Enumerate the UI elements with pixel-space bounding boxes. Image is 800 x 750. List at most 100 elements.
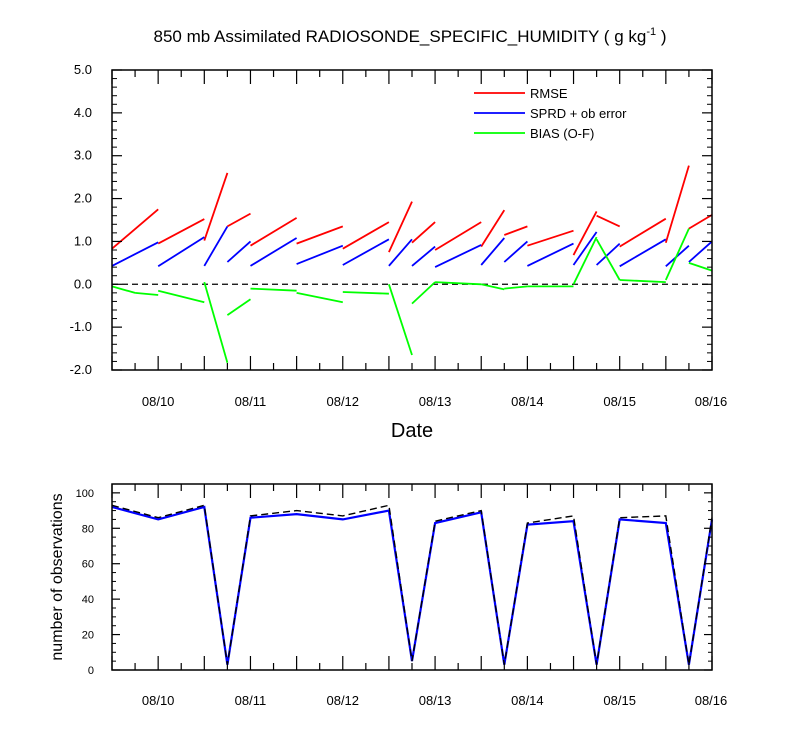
- sprd-segment-5: [296, 244, 344, 265]
- rmse-segment-15: [619, 217, 667, 248]
- sprd-segment-2: [203, 225, 229, 267]
- x-tick-label: 08/10: [142, 693, 175, 708]
- sprd-segment-13: [572, 231, 598, 266]
- x-tick-label: 08/15: [603, 394, 636, 409]
- x-tick-label: 08/13: [419, 394, 452, 409]
- bias-segment-4: [226, 298, 252, 316]
- rmse-segment-11: [503, 225, 528, 236]
- sprd-segment-17: [688, 240, 713, 263]
- legend-label-bias: BIAS (O-F): [530, 126, 594, 141]
- top-chart-x-tick-labels: 08/10 08/11 08/12 08/13 08/14 08/15 08/16: [142, 394, 727, 409]
- bias-segment-8: [388, 284, 413, 356]
- rmse-segment-6: [342, 221, 390, 250]
- sprd-segment-15: [619, 238, 667, 268]
- rmse-segment-2: [203, 172, 229, 241]
- sprd-segment-1: [157, 236, 205, 268]
- rmse-segment-9: [434, 221, 482, 251]
- sprd-segment-3: [226, 240, 252, 263]
- sprd-segment-9: [434, 244, 482, 268]
- bias-segment-2: [157, 289, 205, 304]
- bottom-chart-x-tick-labels: 08/10 08/11 08/12 08/13 08/14 08/15 08/16: [142, 693, 727, 708]
- rmse-segment-13: [572, 210, 598, 256]
- x-tick-label: 08/14: [511, 394, 544, 409]
- x-tick-label: 08/11: [235, 394, 267, 409]
- sprd-segment-8: [411, 245, 436, 267]
- bias-segment-0: [111, 285, 136, 294]
- x-tick-label: 08/16: [695, 693, 728, 708]
- rmse-segment-7: [388, 201, 413, 253]
- y-tick-label: 1.0: [74, 233, 92, 248]
- bias-segment-18: [688, 262, 713, 272]
- bias-segment-6: [296, 292, 343, 304]
- y-tick-label: 0.0: [74, 276, 92, 291]
- x-tick-label: 08/12: [326, 693, 359, 708]
- top-chart-title: 850 mb Assimilated RADIOSONDE_SPECIFIC_H…: [154, 26, 667, 46]
- sprd-segment-7: [388, 238, 413, 267]
- y-tick-label: 100: [76, 488, 94, 500]
- legend-label-sprd: SPRD + ob error: [530, 106, 627, 121]
- y-tick-label: 4.0: [74, 105, 92, 120]
- bias-segment-15: [595, 238, 621, 281]
- series-sprd: [111, 225, 713, 268]
- sprd-segment-0: [111, 241, 159, 267]
- y-tick-label: -2.0: [70, 362, 92, 377]
- y-tick-label: 5.0: [74, 62, 92, 77]
- y-tick-label: 0: [88, 665, 94, 677]
- rmse-segment-14: [596, 214, 621, 228]
- sprd-segment-6: [342, 238, 390, 266]
- sprd-segment-12: [527, 242, 574, 267]
- x-tick-label: 08/13: [419, 693, 452, 708]
- used-observations-line: [111, 505, 714, 665]
- top-chart-x-axis-label: Date: [391, 420, 433, 442]
- possible-observations-line: [111, 504, 713, 665]
- series-bias: [111, 228, 713, 363]
- bottom-chart-y-tick-labels: 0 20 40 60 80 100: [76, 488, 94, 677]
- series-rmse: [111, 165, 713, 256]
- x-tick-label: 08/16: [695, 394, 728, 409]
- bias-segment-7: [342, 291, 389, 295]
- rmse-segment-3: [226, 212, 251, 228]
- bias-segment-5: [250, 287, 297, 292]
- bias-segment-11: [481, 283, 505, 291]
- y-tick-label: 80: [82, 523, 94, 535]
- legend-label-rmse: RMSE: [530, 86, 568, 101]
- bias-segment-1: [135, 292, 159, 296]
- title-main: 850 mb Assimilated RADIOSONDE_SPECIFIC_H…: [154, 27, 647, 46]
- rmse-segment-17: [688, 214, 713, 230]
- bias-segment-9: [411, 281, 436, 305]
- rmse-segment-16: [664, 165, 690, 243]
- y-tick-label: 60: [82, 559, 94, 571]
- legend: RMSE SPRD + ob error BIAS (O-F): [474, 86, 627, 141]
- bottom-chart-plot-frame: [111, 483, 713, 671]
- rmse-segment-8: [411, 221, 436, 244]
- bias-segment-12: [504, 285, 528, 290]
- y-tick-label: 2.0: [74, 191, 92, 206]
- sprd-segment-10: [480, 237, 505, 266]
- title-end: ): [656, 27, 666, 46]
- bias-segment-16: [619, 279, 666, 283]
- bottom-chart-ticks: [111, 483, 713, 671]
- rmse-segment-0: [111, 208, 159, 250]
- bias-segment-3: [203, 281, 229, 363]
- bottom-chart-y-axis-label: number of observations: [49, 493, 66, 660]
- y-tick-label: 20: [82, 630, 94, 642]
- top-chart-ticks: [111, 69, 713, 371]
- rmse-segment-12: [527, 229, 574, 247]
- sprd-segment-4: [250, 237, 298, 267]
- x-tick-label: 08/15: [603, 693, 636, 708]
- rmse-segment-5: [296, 225, 344, 245]
- top-chart-series: [111, 165, 713, 363]
- x-tick-label: 08/12: [326, 394, 359, 409]
- x-tick-label: 08/10: [142, 394, 175, 409]
- top-chart-y-tick-labels: -2.0 -1.0 0.0 1.0 2.0 3.0 4.0 5.0: [70, 62, 92, 377]
- rmse-segment-10: [480, 209, 506, 248]
- bias-segment-17: [664, 228, 690, 281]
- sprd-segment-14: [595, 242, 621, 266]
- y-tick-label: 3.0: [74, 148, 92, 163]
- bias-segment-14: [572, 236, 598, 285]
- bias-segment-10: [435, 281, 482, 286]
- rmse-segment-1: [157, 218, 205, 245]
- x-tick-label: 08/14: [511, 693, 544, 708]
- title-superscript: -1: [646, 26, 656, 38]
